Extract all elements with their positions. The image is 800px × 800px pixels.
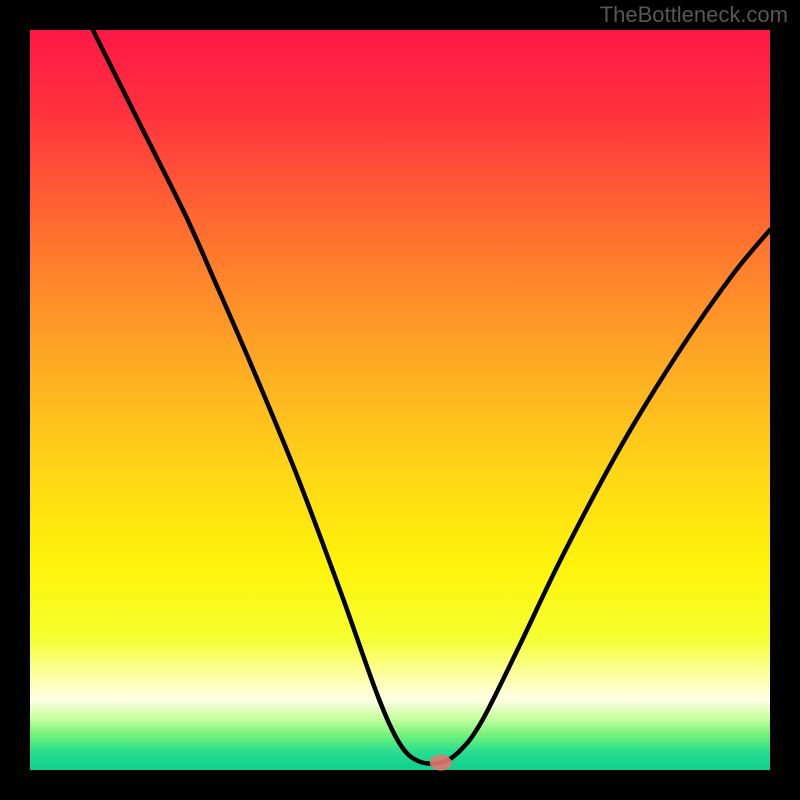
chart-container: TheBottleneck.com	[0, 0, 800, 800]
watermark-text: TheBottleneck.com	[600, 2, 788, 28]
optimal-point-marker	[430, 755, 452, 771]
plot-background-gradient	[30, 30, 770, 770]
bottleneck-chart	[0, 0, 800, 800]
